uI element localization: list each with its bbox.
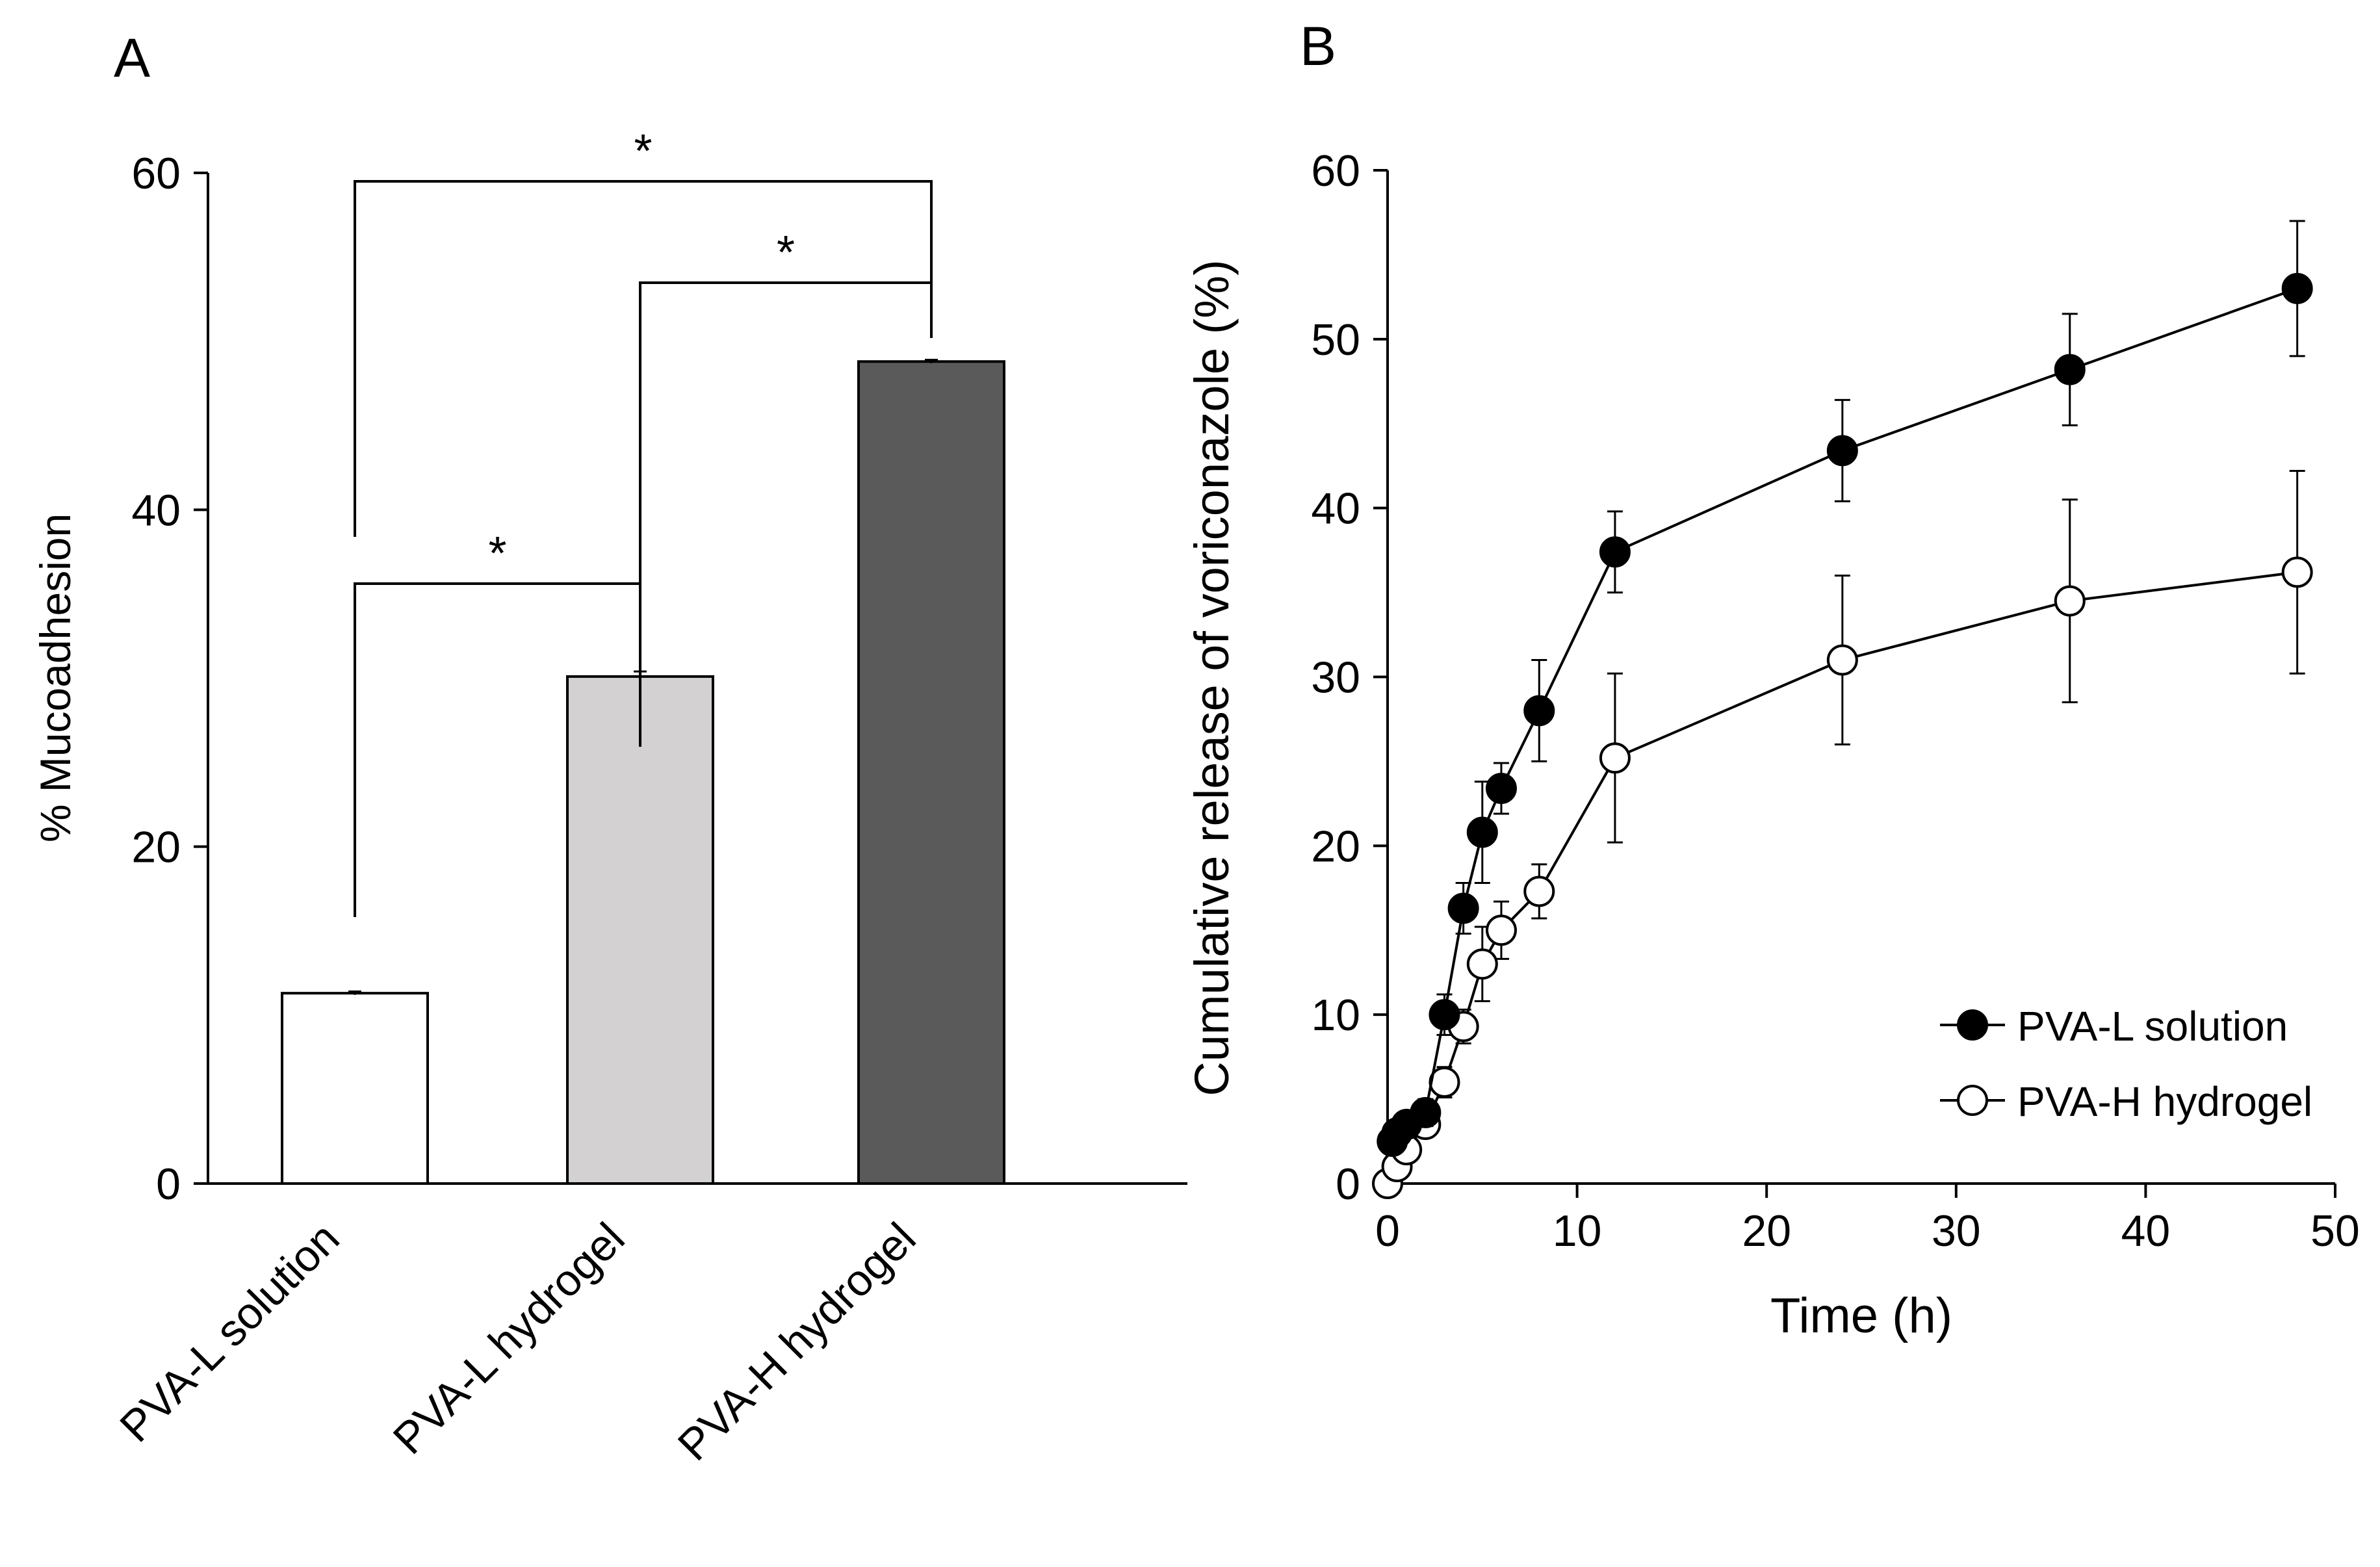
panel-a-y-ticks: 0 20 40 60 bbox=[131, 149, 208, 1209]
legend-marker bbox=[1957, 1085, 1988, 1116]
panel-a-y-tick-label: 60 bbox=[131, 149, 181, 198]
panel-b-x-tick-label: 20 bbox=[1742, 1206, 1791, 1256]
series-pva-l-solution bbox=[1377, 220, 2313, 1158]
legend-marker bbox=[1957, 1009, 1988, 1041]
panel-a-y-tick-label: 20 bbox=[131, 823, 181, 872]
panel-b-y-tick-label: 40 bbox=[1311, 484, 1360, 534]
bar-1 bbox=[566, 675, 714, 1185]
panel-a-significance: * * * bbox=[354, 125, 933, 917]
data-point bbox=[2281, 272, 2313, 304]
panel-b-y-tick-label: 0 bbox=[1336, 1159, 1360, 1209]
legend-label: PVA-L solution bbox=[2017, 1003, 2288, 1050]
panel-b-x-ticks: 0 10 20 30 40 50 bbox=[1375, 1184, 2360, 1256]
significance-star: * bbox=[634, 125, 652, 177]
panel-b-y-ticks: 0 10 20 30 40 50 60 bbox=[1311, 146, 1388, 1209]
data-point bbox=[1466, 948, 1498, 980]
data-point bbox=[1410, 1096, 1442, 1128]
panel-a-y-tick-label: 40 bbox=[131, 486, 181, 535]
panel-b-line-chart: 0 10 20 30 40 50 60 0 10 20 30 40 50 PVA-L solution… bbox=[1185, 146, 2360, 1343]
data-point bbox=[1523, 875, 1555, 907]
panel-a-x-tick-labels: PVA-L solution PVA-L hydrogel PVA-H hydrog… bbox=[110, 1213, 925, 1470]
significance-bracket bbox=[354, 180, 933, 537]
bar-2 bbox=[857, 360, 1005, 1185]
panel-a-bar-chart: 0 20 40 60 * * * PVA-L solution PVA-L hydrogel… bbox=[31, 125, 1187, 1470]
panel-b-y-tick-label: 30 bbox=[1311, 653, 1360, 703]
panel-b-x-tick-label: 10 bbox=[1553, 1206, 1602, 1256]
series-pva-h-hydrogel bbox=[1372, 470, 2313, 1199]
data-point bbox=[1826, 435, 1858, 467]
significance-star: * bbox=[488, 528, 506, 580]
data-point bbox=[1599, 742, 1631, 774]
panel-b-label: B bbox=[1300, 16, 1336, 77]
panel-b-y-tick-label: 10 bbox=[1311, 991, 1360, 1040]
data-point bbox=[1447, 892, 1479, 924]
panel-b-y-tick-label: 20 bbox=[1311, 822, 1360, 871]
panel-a-y-axis-label: % Mucoadhesion bbox=[31, 513, 79, 842]
panel-b-x-tick-label: 30 bbox=[1932, 1206, 1981, 1256]
panel-b-legend: PVA-L solution PVA-H hydrogel bbox=[1940, 1003, 2312, 1125]
data-point bbox=[1826, 644, 1858, 676]
panel-a-category-label: PVA-L hydrogel bbox=[383, 1213, 634, 1464]
data-point bbox=[1466, 816, 1498, 848]
panel-b-x-tick-label: 40 bbox=[2121, 1206, 2171, 1256]
panel-a-bars bbox=[281, 359, 1005, 1185]
data-point bbox=[2281, 556, 2313, 588]
bar-0 bbox=[281, 992, 429, 1185]
data-point bbox=[1429, 999, 1460, 1031]
panel-b-series bbox=[1372, 220, 2313, 1199]
panel-a-label: A bbox=[114, 27, 150, 88]
data-point bbox=[2054, 354, 2086, 385]
significance-star: * bbox=[777, 227, 795, 279]
panel-a-category-label: PVA-H hydrogel bbox=[669, 1213, 925, 1470]
data-point bbox=[1485, 772, 1517, 804]
data-point bbox=[1485, 914, 1517, 946]
panel-a-category-label: PVA-L solution bbox=[110, 1213, 348, 1451]
panel-b-x-tick-label: 50 bbox=[2310, 1206, 2360, 1256]
data-point bbox=[1523, 695, 1555, 727]
panel-b-x-axis-label: Time (h) bbox=[1770, 1288, 1952, 1343]
panel-b-y-tick-label: 60 bbox=[1311, 146, 1360, 196]
data-point bbox=[2054, 585, 2086, 617]
legend-label: PVA-H hydrogel bbox=[2017, 1078, 2312, 1125]
panel-b-y-axis-label: Cumulative release of voriconazole (%) bbox=[1185, 259, 1239, 1096]
panel-b-y-tick-label: 50 bbox=[1311, 315, 1360, 365]
panel-a-y-tick-label: 0 bbox=[156, 1159, 181, 1209]
data-point bbox=[1599, 536, 1631, 568]
panel-b-x-tick-label: 0 bbox=[1375, 1206, 1400, 1256]
